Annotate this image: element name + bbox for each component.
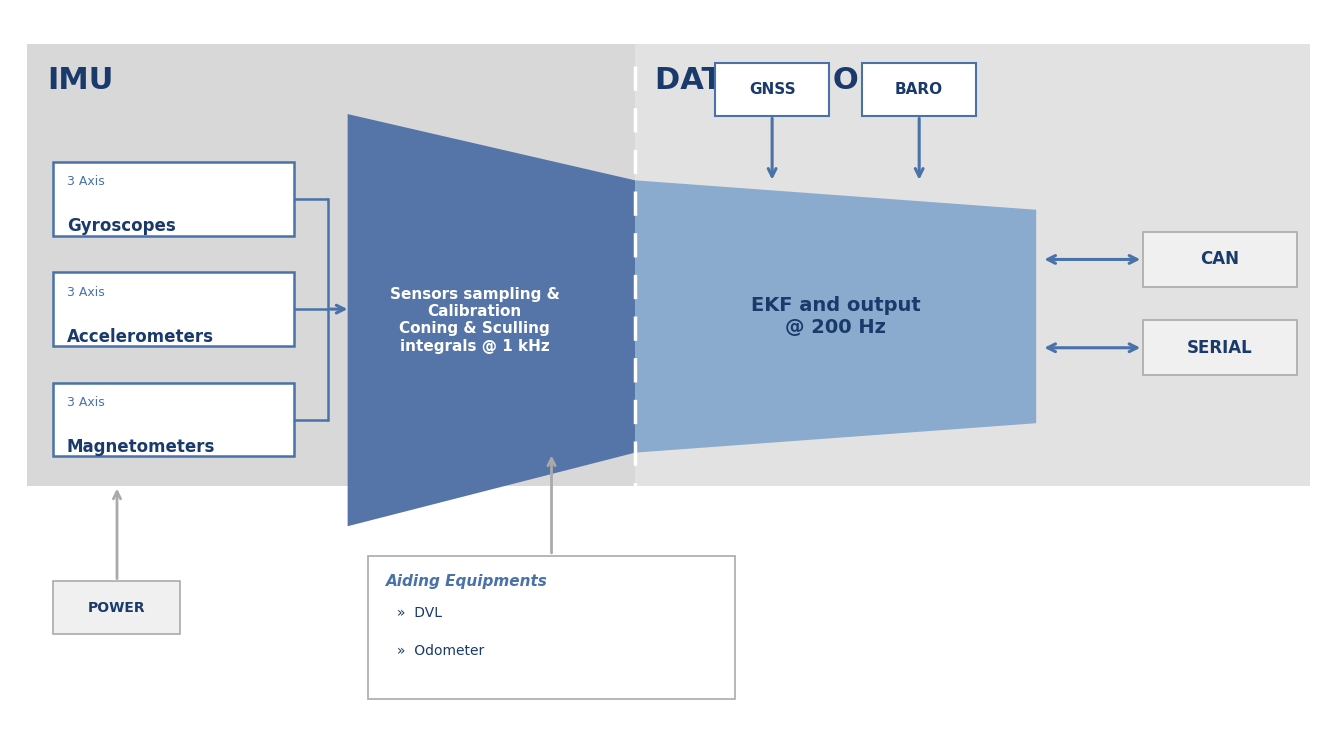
FancyBboxPatch shape (53, 383, 294, 456)
Text: EKF and output
@ 200 Hz: EKF and output @ 200 Hz (751, 296, 920, 337)
Text: IMU: IMU (47, 66, 114, 95)
Text: DATA FUSION: DATA FUSION (655, 66, 884, 95)
Text: Aiding Equipments: Aiding Equipments (386, 574, 548, 589)
FancyBboxPatch shape (368, 556, 735, 699)
Text: BARO: BARO (896, 82, 943, 96)
Text: »  DVL: » DVL (397, 606, 443, 620)
Text: 3 Axis: 3 Axis (67, 396, 104, 409)
Text: 3 Axis: 3 Axis (67, 175, 104, 188)
FancyBboxPatch shape (53, 272, 294, 346)
Text: 3 Axis: 3 Axis (67, 286, 104, 299)
Polygon shape (635, 180, 1036, 453)
Text: POWER: POWER (88, 601, 146, 615)
Text: Magnetometers: Magnetometers (67, 438, 215, 456)
FancyBboxPatch shape (1143, 232, 1297, 287)
Text: GNSS: GNSS (749, 82, 796, 96)
Polygon shape (348, 114, 635, 526)
FancyBboxPatch shape (53, 581, 180, 634)
Text: »  Odometer: » Odometer (397, 644, 484, 658)
FancyBboxPatch shape (1143, 320, 1297, 375)
FancyBboxPatch shape (635, 44, 1310, 486)
Text: SERIAL: SERIAL (1187, 339, 1253, 357)
FancyBboxPatch shape (53, 162, 294, 236)
Text: Sensors sampling &
Calibration
Coning & Sculling
integrals @ 1 kHz: Sensors sampling & Calibration Coning & … (389, 286, 560, 354)
FancyBboxPatch shape (27, 44, 635, 486)
Text: Gyroscopes: Gyroscopes (67, 217, 175, 235)
FancyBboxPatch shape (862, 63, 976, 116)
FancyBboxPatch shape (715, 63, 829, 116)
Text: CAN: CAN (1201, 250, 1239, 269)
Text: Accelerometers: Accelerometers (67, 328, 214, 345)
